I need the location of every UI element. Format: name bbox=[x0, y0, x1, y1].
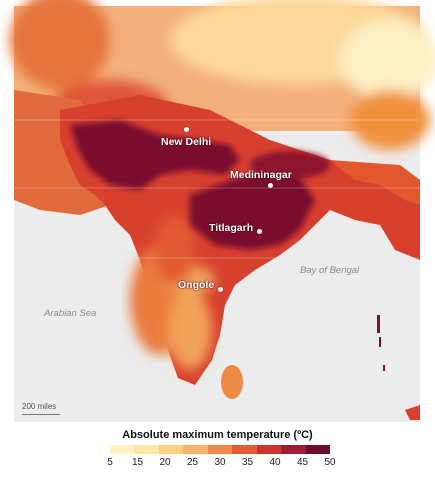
sea-label-bengal: Bay of Bengal bbox=[300, 265, 360, 276]
legend-swatch-5 bbox=[232, 445, 257, 454]
legend-swatch-1 bbox=[134, 445, 159, 454]
legend-tick-25: 25 bbox=[186, 457, 199, 468]
city-dot-new-delhi bbox=[184, 127, 189, 132]
city-dot-ongole bbox=[218, 287, 223, 292]
legend-title: Absolute maximum temperature (ºC) bbox=[122, 429, 313, 441]
legend-tick-35: 35 bbox=[241, 457, 254, 468]
legend-tick-45: 45 bbox=[296, 457, 309, 468]
sea-label-arabian: Arabian Sea bbox=[44, 308, 97, 319]
legend-swatch-8 bbox=[305, 445, 330, 454]
city-dot-medininagar bbox=[268, 183, 273, 188]
legend-tick-5: 5 bbox=[107, 457, 113, 468]
legend-swatch-0 bbox=[110, 445, 135, 454]
legend-swatch-3 bbox=[183, 445, 208, 454]
legend-tick-15: 15 bbox=[131, 457, 144, 468]
legend-color-bar bbox=[110, 445, 330, 454]
city-label-medininagar: Medininagar bbox=[230, 169, 292, 181]
legend-tick-20: 20 bbox=[159, 457, 171, 468]
city-label-titlagarh: Titlagarh bbox=[209, 222, 254, 234]
legend-swatch-7 bbox=[281, 445, 306, 454]
legend-tick-40: 40 bbox=[269, 457, 281, 468]
legend-tick-30: 30 bbox=[214, 457, 226, 468]
legend-swatch-2 bbox=[158, 445, 184, 454]
legend-tick-50: 50 bbox=[324, 457, 336, 468]
city-label-new-delhi: New Delhi bbox=[161, 136, 212, 148]
scale-label: 200 miles bbox=[22, 402, 57, 411]
scale-bar bbox=[22, 414, 60, 415]
legend-swatch-4 bbox=[207, 445, 233, 454]
city-label-ongole: Ongole bbox=[178, 279, 215, 291]
city-dot-titlagarh bbox=[257, 229, 262, 234]
legend-swatch-6 bbox=[256, 445, 282, 454]
